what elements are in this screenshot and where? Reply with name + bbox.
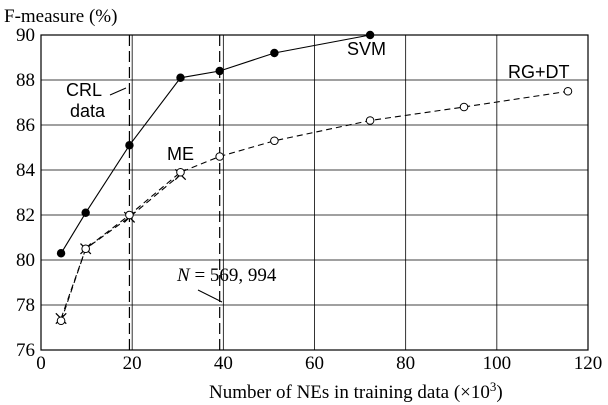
annotation-crl: CRL (66, 80, 102, 100)
x-tick-label: 100 (483, 353, 512, 374)
point-rgdt (270, 136, 279, 146)
point-svm (215, 66, 224, 76)
grid (40, 34, 589, 351)
y-tick-label: 86 (16, 115, 35, 136)
x-tick-label: 20 (123, 353, 142, 374)
annotation-n-number: = 569, 994 (190, 265, 277, 286)
x-tick-label: 120 (574, 353, 603, 374)
plot-frame (40, 34, 589, 351)
y-tick-label: 78 (16, 295, 35, 316)
y-tick-label: 80 (16, 250, 35, 271)
point-svm (81, 208, 90, 217)
annotation-n-value: N = 569, 994 (176, 265, 277, 286)
y-axis-label: F-measure (%) (4, 6, 117, 27)
x-tick-label: 0 (36, 353, 46, 374)
series-line-me (60, 174, 181, 319)
annotation-crl-pointer (109, 87, 127, 96)
series-line-svm (60, 34, 371, 254)
point-rgdt (125, 210, 134, 220)
x-axis-label-superscript: 3 (490, 379, 497, 394)
point-svm (365, 30, 375, 40)
point-rgdt (56, 316, 66, 326)
series-layer (55, 30, 573, 326)
y-tick-label: 82 (16, 205, 35, 226)
annotation-n-pointer (197, 289, 223, 303)
point-svm (125, 141, 134, 150)
annotation-n-symbol: N (176, 265, 191, 286)
point-svm (56, 249, 66, 258)
series-label-rgdt: RG+DT (508, 62, 570, 82)
y-tick-label: 88 (16, 70, 35, 91)
annotation-data: data (70, 101, 106, 121)
reference-lines (128, 35, 221, 350)
point-svm (270, 48, 279, 58)
x-tick-label: 60 (305, 353, 324, 374)
y-tick-label: 84 (16, 160, 36, 181)
point-rgdt (81, 244, 90, 254)
x-axis-label: Number of NEs in training data (×103) (209, 379, 503, 403)
point-rgdt (365, 116, 375, 125)
point-svm (176, 73, 185, 82)
y-tick-label: 76 (16, 340, 35, 361)
point-rgdt (176, 167, 185, 177)
x-tick-label: 80 (396, 353, 415, 374)
series-label-me: ME (167, 144, 194, 164)
y-tick-labels: 76 78 80 82 84 86 88 90 (16, 25, 36, 361)
x-tick-labels: 0 20 40 60 80 100 120 (36, 353, 602, 374)
point-rgdt (459, 102, 469, 112)
point-rgdt (215, 152, 224, 161)
y-tick-label: 90 (16, 25, 35, 46)
series-label-svm: SVM (347, 39, 386, 59)
x-tick-label: 40 (214, 353, 233, 374)
x-axis-label-close: ) (496, 382, 502, 403)
point-rgdt (563, 86, 573, 96)
